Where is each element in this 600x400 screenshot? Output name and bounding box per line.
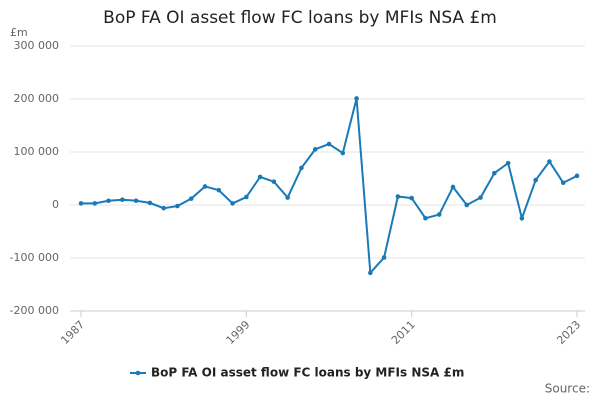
x-tick-label: 2023 (554, 318, 583, 347)
data-point (161, 205, 166, 211)
data-point (492, 170, 497, 176)
data-point (216, 187, 222, 193)
data-point (381, 255, 387, 260)
data-point (120, 197, 125, 202)
y-tick-label: 300 000 (14, 39, 60, 52)
x-tick-label: 1987 (58, 318, 87, 347)
data-point (354, 96, 359, 101)
chart-title: BoP FA OI asset flow FC loans by MFIs NS… (103, 8, 497, 28)
source: Source: (545, 382, 590, 396)
y-axis-label: £m (10, 26, 28, 39)
data-point (368, 270, 373, 276)
data-point (244, 194, 249, 200)
y-tick-label: -100 000 (10, 251, 59, 264)
data-point (285, 195, 290, 200)
y-tick-label: 0 (52, 198, 59, 211)
data-point (175, 203, 180, 209)
data-point (78, 201, 84, 206)
data-point (464, 202, 470, 208)
data-point (326, 141, 332, 147)
data-point (478, 195, 483, 200)
data-point (436, 212, 442, 217)
data-point (257, 174, 263, 180)
data-point (560, 180, 566, 186)
data-point (147, 200, 153, 206)
data-point (533, 177, 538, 183)
data-point (299, 165, 304, 171)
data-point (519, 215, 525, 221)
data-point (505, 160, 511, 166)
data-point (547, 159, 552, 164)
data-point (92, 201, 98, 206)
data-point (106, 198, 111, 204)
data-point (271, 179, 277, 184)
data-point (423, 215, 428, 221)
data-point (450, 184, 456, 190)
data-point (202, 184, 208, 189)
data-point (395, 194, 401, 199)
y-tick-label: -200 000 (10, 304, 59, 317)
y-tick-label: 100 000 (14, 145, 60, 158)
legend-marker (135, 370, 141, 376)
data-point (312, 147, 318, 152)
legend-label: BoP FA OI asset flow FC loans by MFIs NS… (151, 366, 464, 380)
data-point (188, 196, 194, 201)
data-point (133, 198, 139, 204)
data-point (574, 173, 580, 179)
y-tick-label: 200 000 (14, 92, 60, 105)
data-point (230, 201, 235, 206)
data-point (340, 150, 346, 156)
x-tick-label: 2011 (389, 318, 418, 347)
x-tick-label: 1999 (224, 318, 253, 347)
series-line (81, 98, 578, 276)
data-point (409, 195, 414, 201)
